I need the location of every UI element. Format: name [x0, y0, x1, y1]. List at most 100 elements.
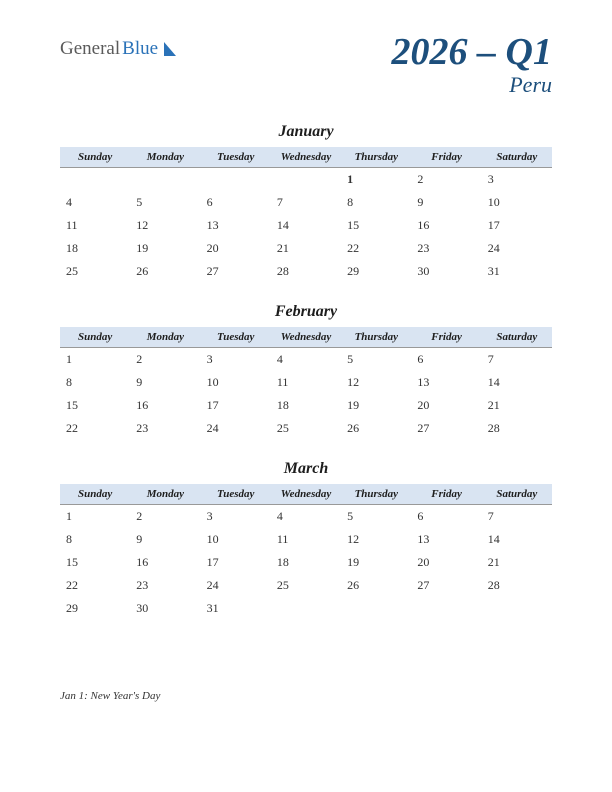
- calendar-cell: 18: [271, 394, 341, 417]
- calendar-cell: 26: [341, 417, 411, 440]
- calendar-cell: 21: [271, 237, 341, 260]
- calendar-row: 45678910: [60, 191, 552, 214]
- weekday-header: Tuesday: [201, 147, 271, 168]
- page-title: 2026 – Q1: [392, 30, 552, 74]
- calendar-cell: 14: [271, 214, 341, 237]
- calendar-cell: 11: [271, 528, 341, 551]
- calendar-cell: 5: [130, 191, 200, 214]
- calendar-row: 18192021222324: [60, 237, 552, 260]
- logo-text-general: General: [60, 38, 120, 60]
- calendar-cell: 27: [201, 260, 271, 283]
- calendar-cell: 23: [411, 237, 481, 260]
- header: General Blue 2026 – Q1 Peru: [60, 30, 552, 98]
- calendar-cell: 24: [201, 417, 271, 440]
- calendar-cell: 30: [411, 260, 481, 283]
- calendar-cell: 13: [411, 371, 481, 394]
- calendar-row: 1234567: [60, 348, 552, 372]
- calendar-cell: 18: [60, 237, 130, 260]
- calendar-cell: 27: [411, 417, 481, 440]
- calendar-cell: 17: [201, 394, 271, 417]
- calendar-cell: 25: [271, 417, 341, 440]
- calendar-cell: [271, 597, 341, 620]
- calendar-cell: [130, 168, 200, 192]
- month-name: January: [60, 123, 552, 141]
- title-block: 2026 – Q1 Peru: [392, 30, 552, 98]
- month-name: February: [60, 303, 552, 321]
- calendar-cell: [482, 597, 552, 620]
- calendar-cell: 13: [201, 214, 271, 237]
- calendar-cell: 25: [60, 260, 130, 283]
- calendar-cell: 3: [201, 505, 271, 529]
- calendar-cell: 22: [60, 417, 130, 440]
- calendar-cell: 10: [201, 528, 271, 551]
- calendar-cell: 19: [130, 237, 200, 260]
- weekday-header: Wednesday: [271, 147, 341, 168]
- calendar-cell: 7: [482, 348, 552, 372]
- calendar-cell: 16: [411, 214, 481, 237]
- calendar-cell: 22: [60, 574, 130, 597]
- calendar-cell: 21: [482, 551, 552, 574]
- calendar-table: SundayMondayTuesdayWednesdayThursdayFrid…: [60, 327, 552, 440]
- calendar-cell: 16: [130, 394, 200, 417]
- calendar-cell: 23: [130, 417, 200, 440]
- logo-text-blue: Blue: [122, 38, 158, 60]
- calendar-cell: 3: [482, 168, 552, 192]
- weekday-header: Thursday: [341, 327, 411, 348]
- calendar-row: 891011121314: [60, 371, 552, 394]
- calendar-cell: 5: [341, 505, 411, 529]
- weekday-header: Saturday: [482, 147, 552, 168]
- calendar-cell: 1: [60, 348, 130, 372]
- calendar-cell: 22: [341, 237, 411, 260]
- calendar-cell: 8: [60, 371, 130, 394]
- calendar-cell: 25: [271, 574, 341, 597]
- calendar-cell: 31: [482, 260, 552, 283]
- calendar-cell: 14: [482, 371, 552, 394]
- month-block: MarchSundayMondayTuesdayWednesdayThursda…: [60, 460, 552, 620]
- weekday-header: Sunday: [60, 484, 130, 505]
- calendar-cell: 18: [271, 551, 341, 574]
- holiday-notes: Jan 1: New Year's Day: [60, 690, 160, 702]
- weekday-header: Friday: [411, 484, 481, 505]
- weekday-header: Wednesday: [271, 484, 341, 505]
- calendar-cell: 10: [482, 191, 552, 214]
- calendar-cell: 28: [482, 417, 552, 440]
- calendar-table: SundayMondayTuesdayWednesdayThursdayFrid…: [60, 484, 552, 620]
- logo-sail-icon: [162, 40, 180, 58]
- weekday-header: Saturday: [482, 327, 552, 348]
- calendar-cell: 8: [60, 528, 130, 551]
- calendar-cell: 6: [411, 505, 481, 529]
- weekday-header: Sunday: [60, 327, 130, 348]
- calendar-cell: 11: [60, 214, 130, 237]
- calendar-cell: 21: [482, 394, 552, 417]
- calendar-table: SundayMondayTuesdayWednesdayThursdayFrid…: [60, 147, 552, 283]
- weekday-header: Sunday: [60, 147, 130, 168]
- weekday-header: Friday: [411, 147, 481, 168]
- calendar-cell: 24: [482, 237, 552, 260]
- logo: General Blue: [60, 38, 180, 60]
- calendar-cell: 2: [411, 168, 481, 192]
- weekday-header: Monday: [130, 484, 200, 505]
- calendar-cell: 20: [411, 394, 481, 417]
- calendar-cell: [411, 597, 481, 620]
- calendar-cell: 6: [411, 348, 481, 372]
- page-subtitle: Peru: [392, 72, 552, 98]
- calendar-cell: 31: [201, 597, 271, 620]
- calendar-cell: 1: [60, 505, 130, 529]
- calendar-cell: 15: [341, 214, 411, 237]
- calendar-cell: 28: [271, 260, 341, 283]
- calendar-row: 22232425262728: [60, 417, 552, 440]
- calendar-container: JanuarySundayMondayTuesdayWednesdayThurs…: [60, 123, 552, 620]
- month-block: February SundayMondayTuesdayWednesdayThur…: [60, 303, 552, 440]
- calendar-cell: [201, 168, 271, 192]
- weekday-header: Thursday: [341, 484, 411, 505]
- weekday-header: Monday: [130, 327, 200, 348]
- calendar-row: 15161718192021: [60, 394, 552, 417]
- calendar-cell: 26: [341, 574, 411, 597]
- weekday-header: Friday: [411, 327, 481, 348]
- calendar-cell: 11: [271, 371, 341, 394]
- calendar-cell: 6: [201, 191, 271, 214]
- weekday-header: Saturday: [482, 484, 552, 505]
- calendar-cell: 12: [341, 371, 411, 394]
- calendar-row: 1234567: [60, 505, 552, 529]
- calendar-cell: 13: [411, 528, 481, 551]
